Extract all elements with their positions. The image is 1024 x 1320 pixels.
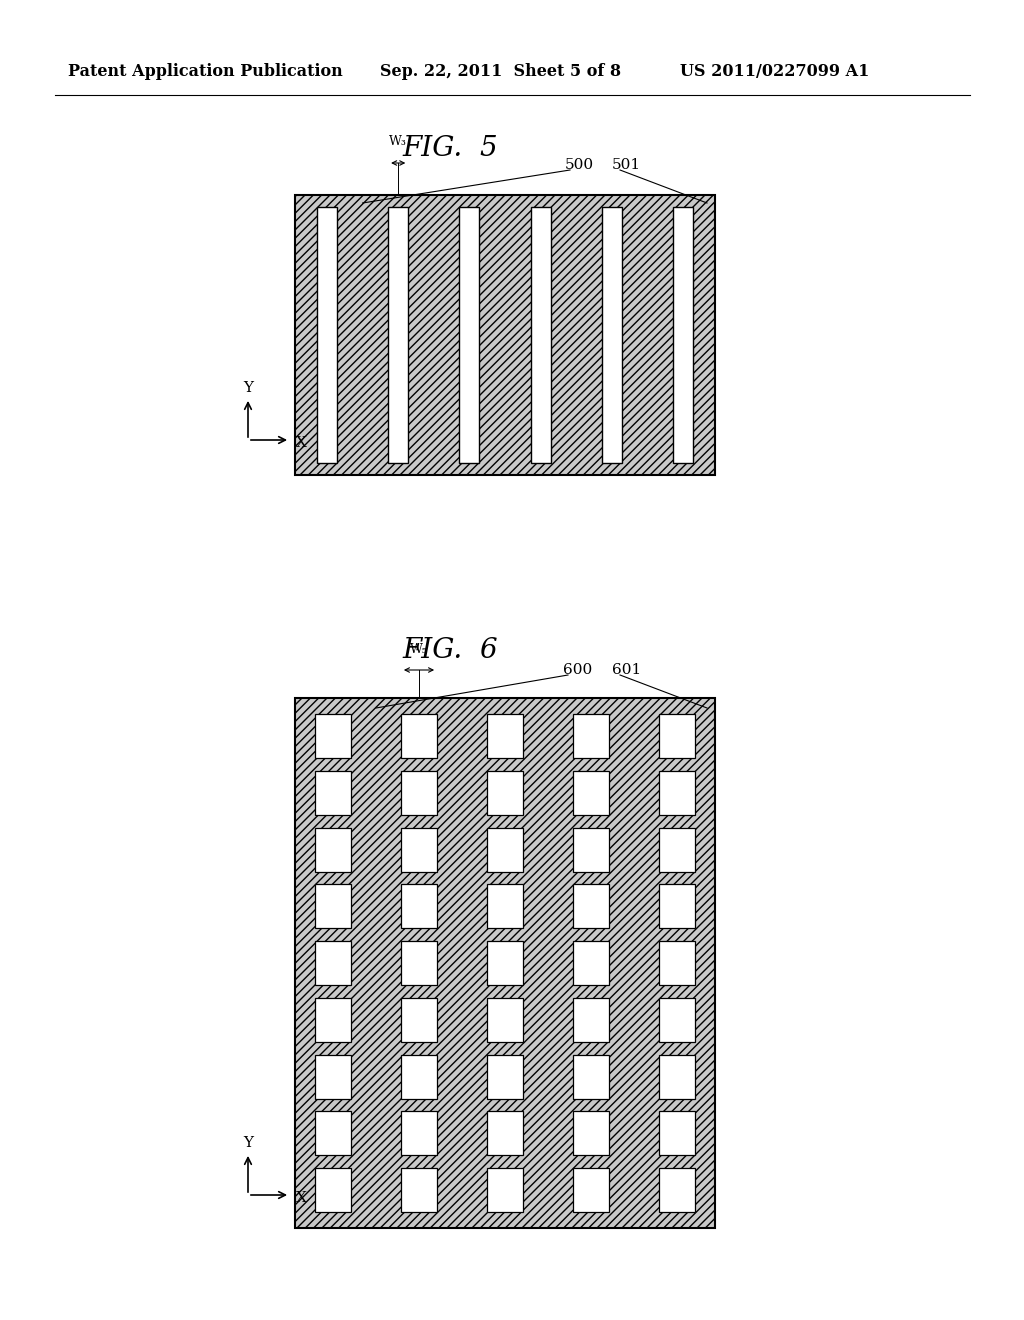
Bar	[401, 714, 437, 758]
Bar	[530, 207, 551, 463]
Text: 501: 501	[612, 158, 641, 172]
Text: 500: 500	[565, 158, 594, 172]
Bar	[487, 771, 523, 814]
Bar	[401, 941, 437, 985]
Bar	[487, 884, 523, 928]
Bar	[315, 714, 351, 758]
Bar	[315, 998, 351, 1041]
Bar	[573, 771, 609, 814]
Text: X: X	[296, 1191, 307, 1205]
Bar	[487, 998, 523, 1041]
Bar	[487, 1055, 523, 1098]
Text: US 2011/0227099 A1: US 2011/0227099 A1	[680, 63, 869, 81]
Bar	[659, 941, 695, 985]
Bar	[573, 941, 609, 985]
Bar	[673, 207, 693, 463]
Bar	[295, 195, 715, 475]
Bar	[573, 1055, 609, 1098]
Bar	[659, 1168, 695, 1212]
Text: Sep. 22, 2011  Sheet 5 of 8: Sep. 22, 2011 Sheet 5 of 8	[380, 63, 622, 81]
Bar	[573, 828, 609, 871]
Bar	[659, 714, 695, 758]
Bar	[315, 941, 351, 985]
Bar	[401, 1111, 437, 1155]
Bar	[659, 828, 695, 871]
Bar	[315, 828, 351, 871]
Text: 601: 601	[612, 663, 641, 677]
Bar	[659, 1111, 695, 1155]
Text: Y: Y	[243, 381, 253, 395]
Bar	[659, 771, 695, 814]
Bar	[295, 698, 715, 1228]
Bar	[401, 1168, 437, 1212]
Bar	[573, 1111, 609, 1155]
Bar	[315, 884, 351, 928]
Bar	[401, 828, 437, 871]
Text: Patent Application Publication: Patent Application Publication	[68, 63, 343, 81]
Bar	[401, 884, 437, 928]
Bar	[602, 207, 622, 463]
Text: FIG.  6: FIG. 6	[402, 636, 498, 664]
Bar	[659, 884, 695, 928]
Text: W₃: W₃	[389, 135, 408, 148]
Text: FIG.  5: FIG. 5	[402, 135, 498, 161]
Bar	[573, 884, 609, 928]
Bar	[659, 1055, 695, 1098]
Text: 600: 600	[563, 663, 592, 677]
Bar	[388, 207, 409, 463]
Bar	[315, 771, 351, 814]
Bar	[487, 1111, 523, 1155]
Bar	[401, 998, 437, 1041]
Bar	[573, 714, 609, 758]
Text: X: X	[296, 436, 307, 450]
Bar	[401, 771, 437, 814]
Bar	[401, 1055, 437, 1098]
Bar	[460, 207, 479, 463]
Bar	[487, 828, 523, 871]
Bar	[487, 714, 523, 758]
Bar	[487, 1168, 523, 1212]
Bar	[487, 941, 523, 985]
Bar	[317, 207, 337, 463]
Bar	[315, 1055, 351, 1098]
Bar	[315, 1111, 351, 1155]
Bar	[659, 998, 695, 1041]
Bar	[315, 1168, 351, 1212]
Bar	[573, 998, 609, 1041]
Bar	[573, 1168, 609, 1212]
Text: Y: Y	[243, 1137, 253, 1150]
Text: W₅: W₅	[410, 643, 428, 656]
